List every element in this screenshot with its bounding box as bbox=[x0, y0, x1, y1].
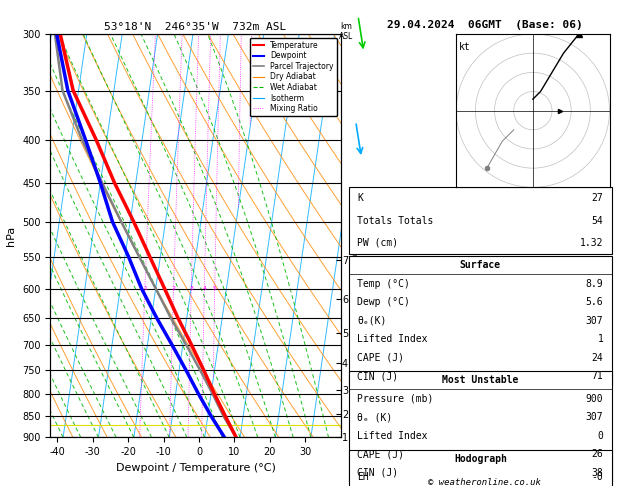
Text: -0: -0 bbox=[592, 472, 603, 482]
FancyBboxPatch shape bbox=[349, 187, 611, 254]
FancyBboxPatch shape bbox=[349, 450, 611, 486]
X-axis label: Dewpoint / Temperature (°C): Dewpoint / Temperature (°C) bbox=[116, 463, 276, 473]
Text: 5: 5 bbox=[213, 286, 216, 291]
FancyBboxPatch shape bbox=[349, 256, 611, 386]
Text: 1.32: 1.32 bbox=[580, 238, 603, 248]
Text: K: K bbox=[357, 193, 363, 204]
Text: CAPE (J): CAPE (J) bbox=[357, 353, 404, 363]
Y-axis label: Mixing Ratio (g/kg): Mixing Ratio (g/kg) bbox=[351, 196, 360, 276]
Text: Most Unstable: Most Unstable bbox=[442, 375, 518, 385]
Text: Hodograph: Hodograph bbox=[454, 454, 507, 464]
Text: 1: 1 bbox=[143, 286, 147, 291]
Text: 4: 4 bbox=[203, 286, 206, 291]
Text: 27: 27 bbox=[592, 193, 603, 204]
Text: 1: 1 bbox=[598, 334, 603, 345]
Text: EH: EH bbox=[357, 472, 369, 482]
Y-axis label: hPa: hPa bbox=[6, 226, 16, 246]
Text: 307: 307 bbox=[586, 412, 603, 422]
Text: 71: 71 bbox=[592, 371, 603, 382]
Text: 900: 900 bbox=[586, 394, 603, 404]
Text: 3: 3 bbox=[189, 286, 193, 291]
Text: PW (cm): PW (cm) bbox=[357, 238, 398, 248]
Text: 5.6: 5.6 bbox=[586, 297, 603, 307]
Text: 24: 24 bbox=[592, 353, 603, 363]
Text: θₑ(K): θₑ(K) bbox=[357, 316, 387, 326]
Text: 307: 307 bbox=[586, 316, 603, 326]
Text: Dewp (°C): Dewp (°C) bbox=[357, 297, 410, 307]
Text: Totals Totals: Totals Totals bbox=[357, 216, 433, 226]
Text: 2: 2 bbox=[172, 286, 175, 291]
Text: 8.9: 8.9 bbox=[586, 278, 603, 289]
Text: Surface: Surface bbox=[460, 260, 501, 270]
Text: 29.04.2024  06GMT  (Base: 06): 29.04.2024 06GMT (Base: 06) bbox=[387, 20, 582, 30]
Text: θₑ (K): θₑ (K) bbox=[357, 412, 392, 422]
Text: 0: 0 bbox=[598, 431, 603, 441]
Text: Lifted Index: Lifted Index bbox=[357, 431, 428, 441]
Text: Pressure (mb): Pressure (mb) bbox=[357, 394, 433, 404]
Text: 26: 26 bbox=[592, 450, 603, 459]
Text: CAPE (J): CAPE (J) bbox=[357, 450, 404, 459]
FancyBboxPatch shape bbox=[349, 371, 611, 482]
Text: © weatheronline.co.uk: © weatheronline.co.uk bbox=[428, 478, 541, 486]
Text: Lifted Index: Lifted Index bbox=[357, 334, 428, 345]
Text: CIN (J): CIN (J) bbox=[357, 371, 398, 382]
Text: Temp (°C): Temp (°C) bbox=[357, 278, 410, 289]
Text: CIN (J): CIN (J) bbox=[357, 468, 398, 478]
Text: 54: 54 bbox=[592, 216, 603, 226]
Title: 53°18'N  246°35'W  732m ASL: 53°18'N 246°35'W 732m ASL bbox=[104, 22, 287, 32]
Legend: Temperature, Dewpoint, Parcel Trajectory, Dry Adiabat, Wet Adiabat, Isotherm, Mi: Temperature, Dewpoint, Parcel Trajectory… bbox=[250, 38, 337, 116]
Text: 38: 38 bbox=[592, 468, 603, 478]
